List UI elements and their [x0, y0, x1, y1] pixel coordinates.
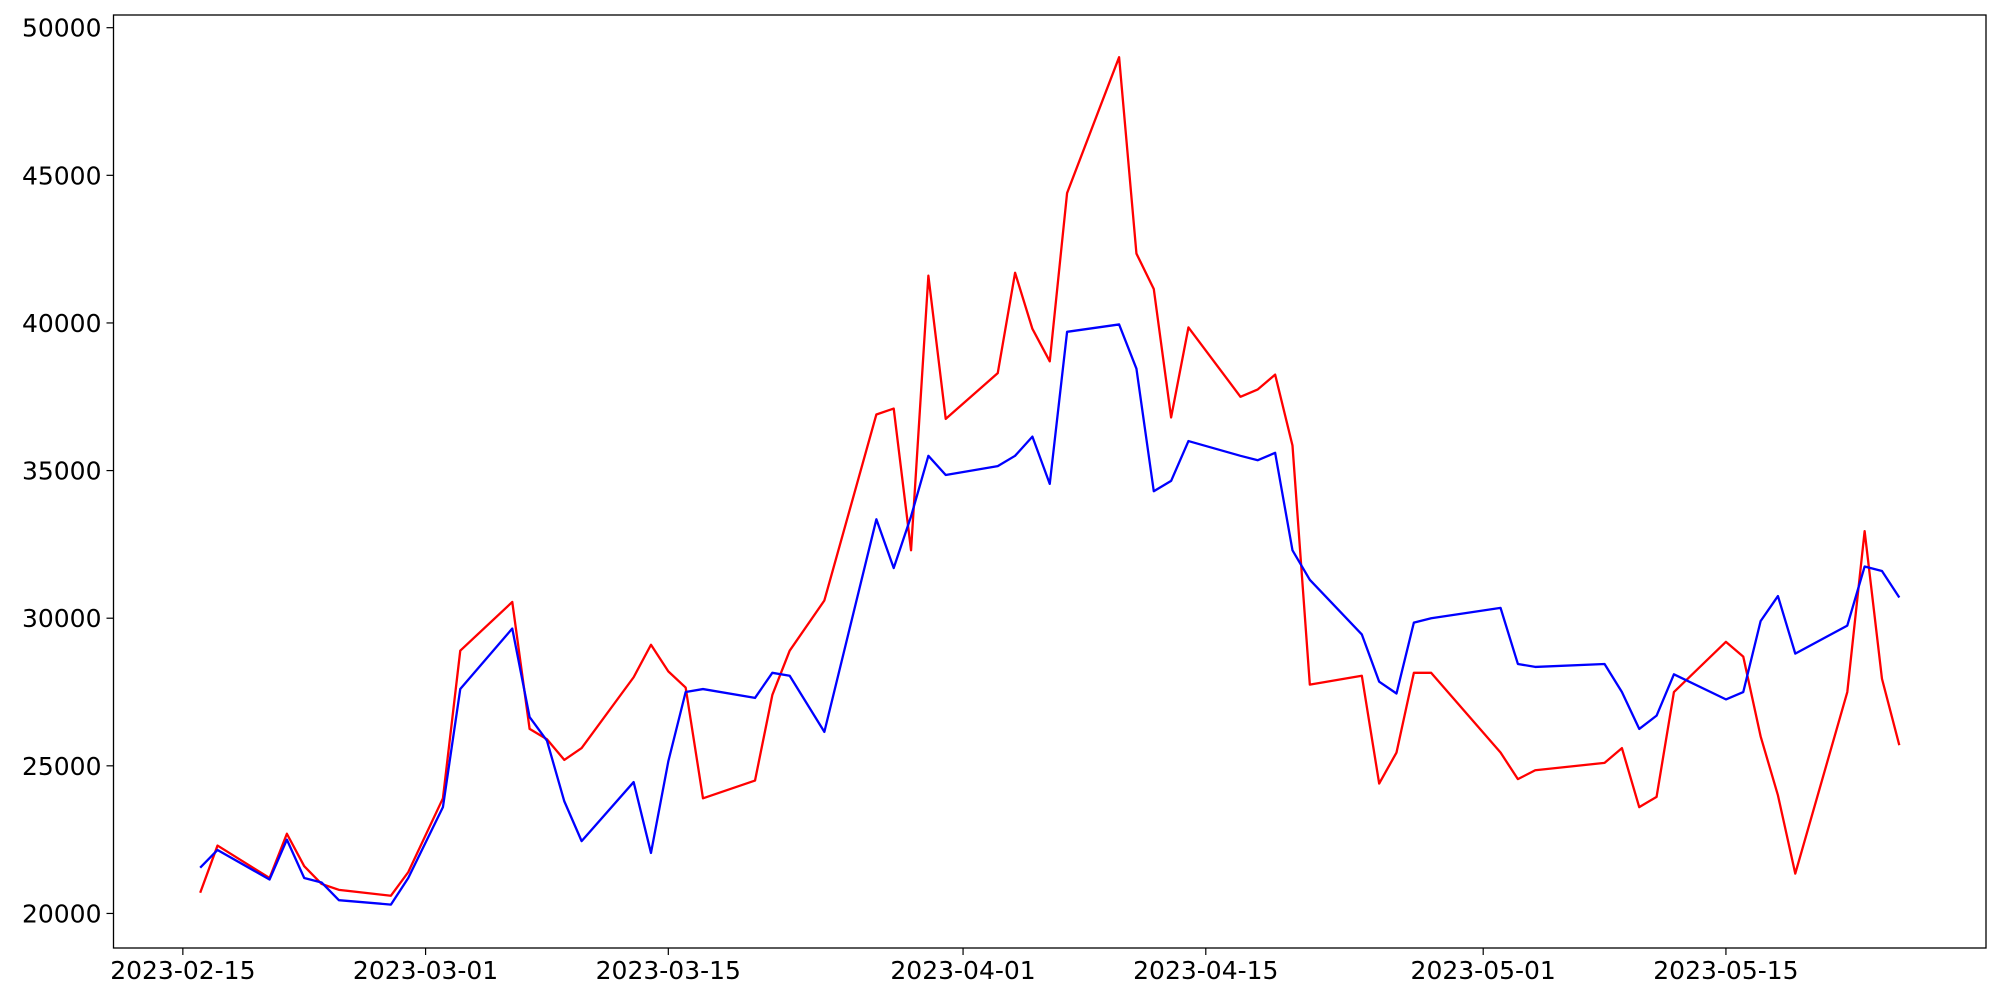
x-tick-label: 2023-05-15 [1653, 956, 1798, 985]
x-tick-label: 2023-05-01 [1411, 956, 1556, 985]
series-line [199, 56, 1901, 897]
y-tick-label: 50000 [22, 14, 102, 43]
y-tick-label: 25000 [22, 752, 102, 781]
x-tick-label: 2023-04-15 [1133, 956, 1278, 985]
y-tick-label: 30000 [22, 604, 102, 633]
x-tick-label: 2023-03-01 [353, 956, 498, 985]
x-tick-label: 2023-04-01 [890, 956, 1035, 985]
x-tick-label: 2023-03-15 [596, 956, 741, 985]
series-line [199, 323, 1901, 906]
y-tick-label: 45000 [22, 161, 102, 190]
x-tick-label: 2023-02-15 [110, 956, 255, 985]
y-tick-label: 20000 [22, 899, 102, 928]
y-tick-label: 35000 [22, 457, 102, 486]
y-tick-label: 40000 [22, 309, 102, 338]
plot-frame [112, 14, 1987, 949]
